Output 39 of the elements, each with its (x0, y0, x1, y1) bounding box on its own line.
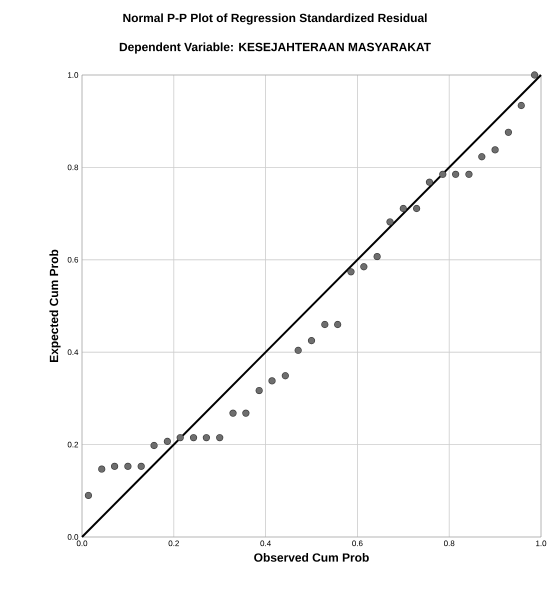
y-axis-title: Expected Cum Prob (49, 250, 61, 362)
point (256, 386, 263, 394)
point (242, 410, 250, 417)
point (84, 492, 92, 500)
point (216, 434, 224, 442)
point (504, 128, 512, 136)
point (478, 153, 486, 160)
point (347, 268, 355, 276)
point (400, 204, 407, 212)
point (294, 346, 302, 354)
point (439, 170, 446, 178)
chart-title: Normal P-P Plot of Regression Standardized Residual (123, 13, 427, 25)
point (452, 170, 460, 178)
point (465, 170, 473, 178)
point (386, 218, 394, 226)
point (360, 263, 368, 270)
point (530, 71, 538, 79)
point (321, 320, 328, 328)
point (426, 178, 434, 186)
point (308, 337, 316, 344)
point (229, 410, 237, 417)
x-axis-title: Observed Cum Prob (254, 553, 369, 562)
point (124, 462, 132, 470)
point (492, 146, 499, 154)
point (334, 320, 342, 328)
point (413, 204, 420, 212)
point (150, 442, 158, 450)
point (98, 465, 106, 473)
point (374, 252, 381, 260)
point (268, 377, 276, 384)
point (164, 438, 171, 445)
point (202, 434, 210, 442)
point (111, 462, 118, 470)
point (176, 434, 184, 442)
chart-subtitle: Dependent Variable: KESEJAHTERAAN MASYARAKAT (120, 42, 431, 54)
point (190, 434, 198, 442)
point (282, 372, 289, 380)
point (518, 102, 525, 110)
point (138, 462, 145, 470)
